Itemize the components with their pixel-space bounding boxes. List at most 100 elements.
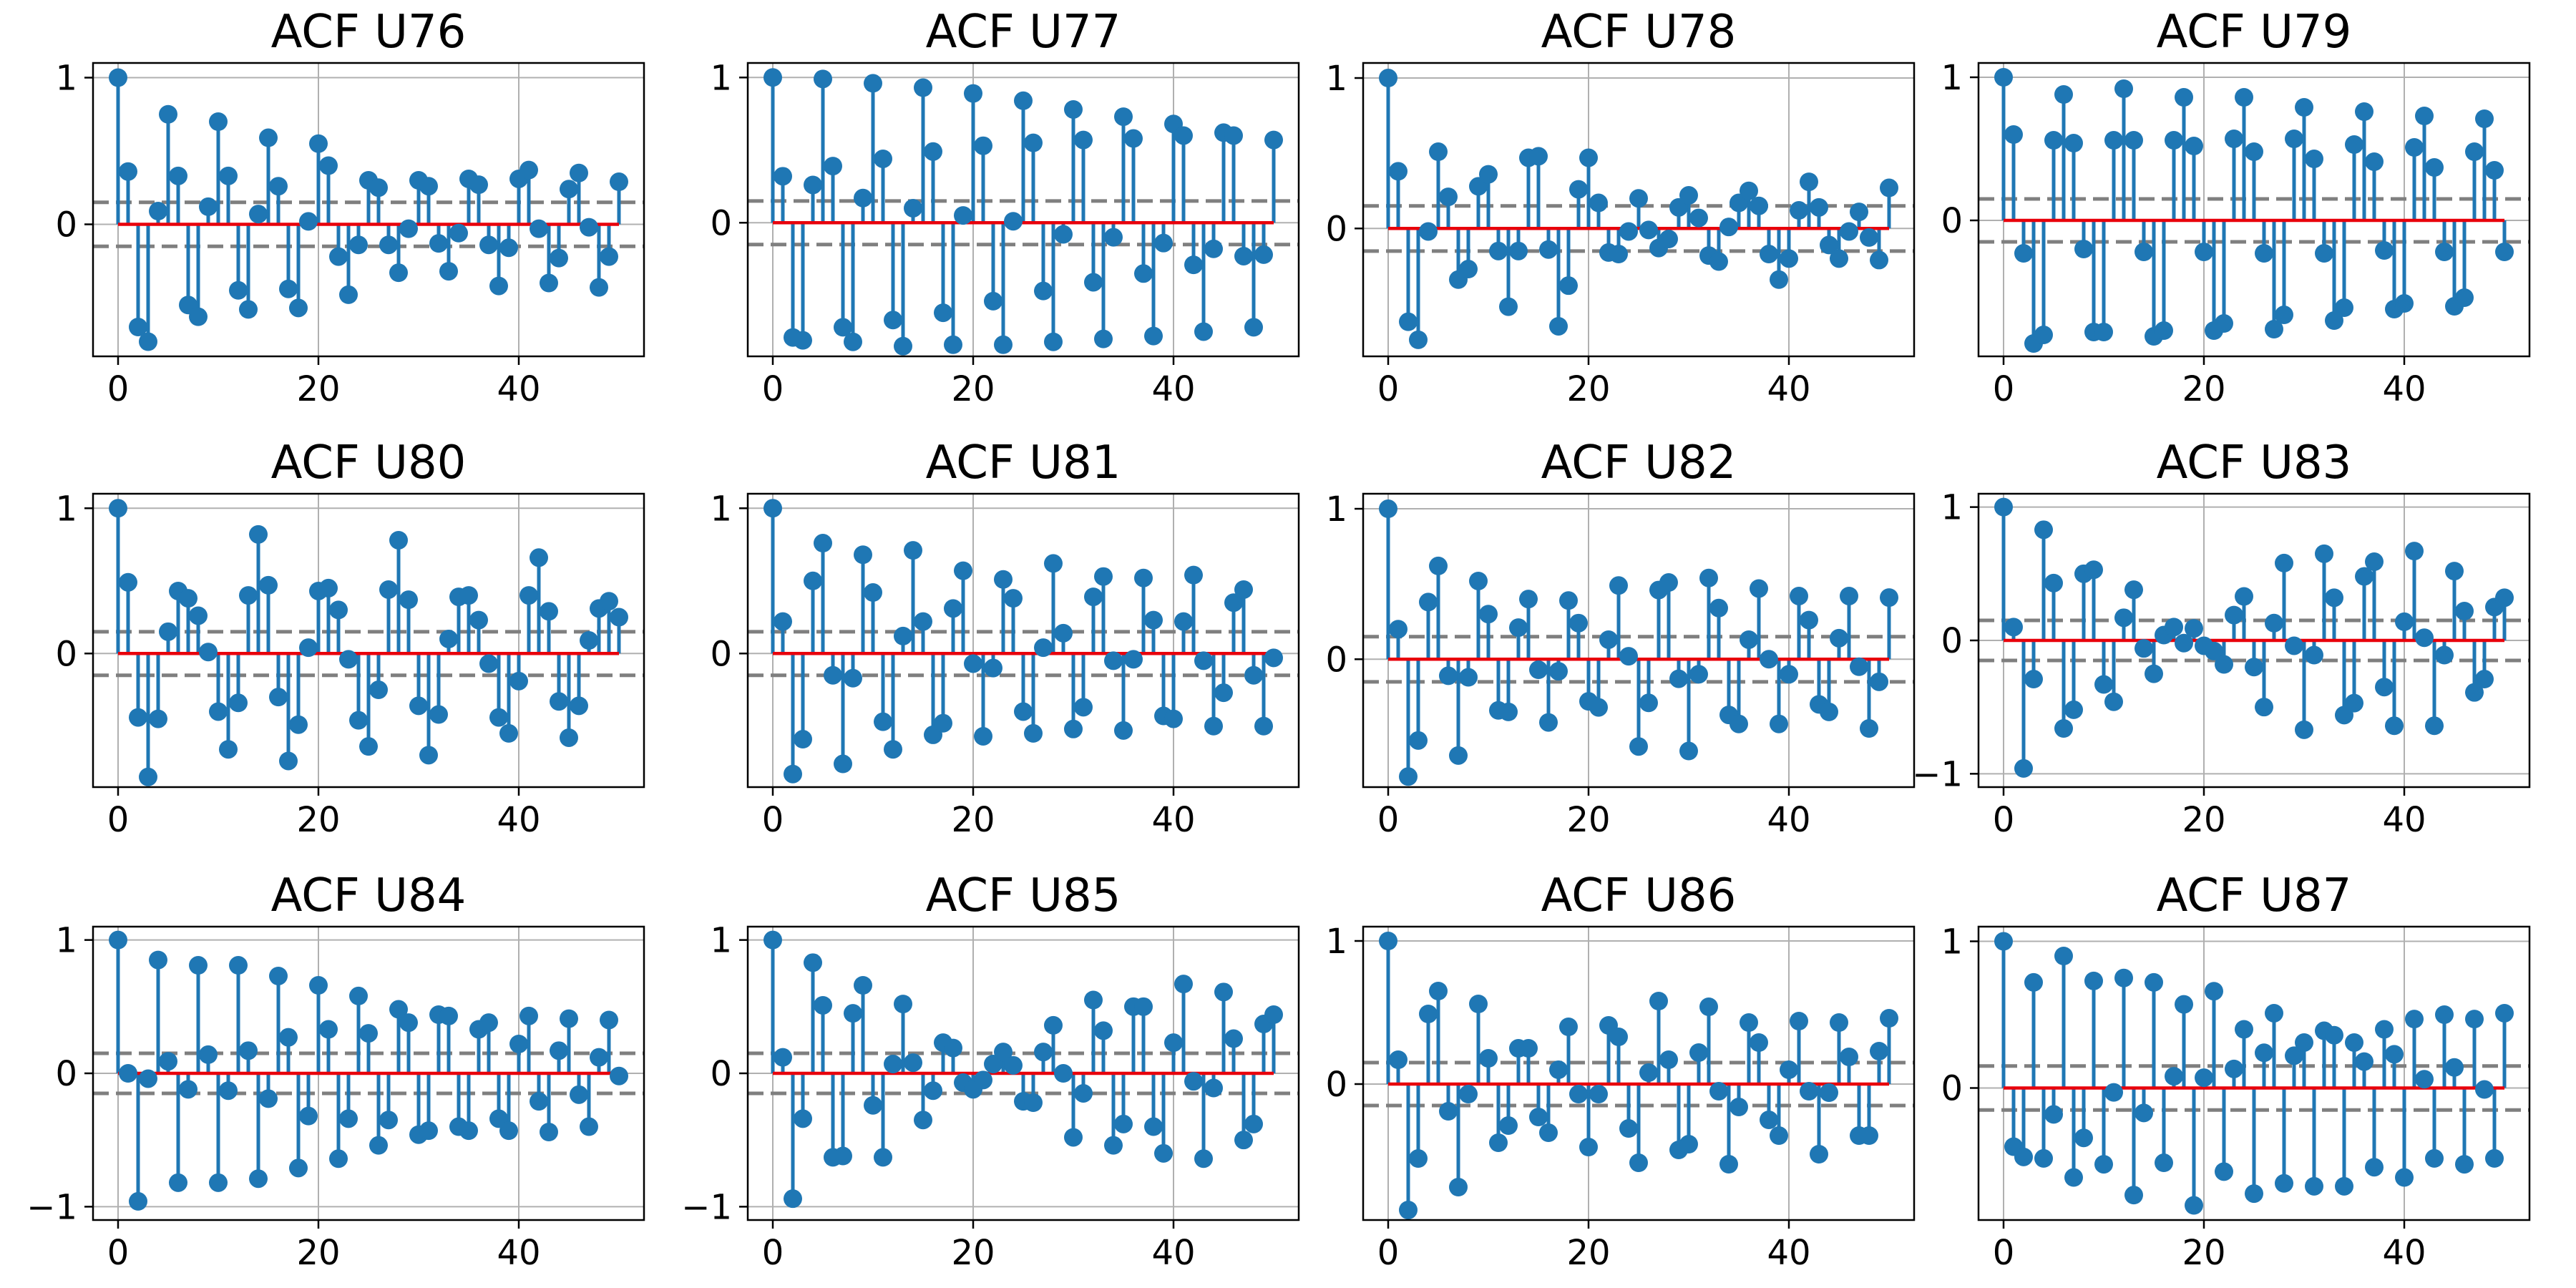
- stem-marker: [2034, 326, 2053, 344]
- y-tick-label: 1: [710, 489, 732, 529]
- x-tick-label: 40: [1151, 800, 1195, 840]
- x-tick-label: 20: [296, 369, 340, 409]
- stem-marker: [1649, 992, 1668, 1010]
- stem-marker: [479, 654, 498, 673]
- stem-marker: [1659, 1050, 1678, 1069]
- stem-marker: [610, 608, 628, 627]
- stem-marker: [1144, 326, 1163, 346]
- y-tick-label: 1: [1941, 922, 1963, 962]
- stem-marker: [1144, 1117, 1163, 1136]
- stem-marker: [1224, 1029, 1243, 1048]
- stem-marker: [199, 197, 218, 216]
- stem-marker: [279, 1028, 298, 1047]
- stem-marker: [2094, 323, 2113, 341]
- stem-marker: [269, 966, 288, 985]
- stem-marker: [834, 318, 852, 337]
- stem-marker: [1880, 1009, 1898, 1028]
- axes-frame: [92, 62, 645, 358]
- stem-marker: [600, 592, 618, 611]
- stem-marker: [219, 740, 238, 759]
- stem-marker: [1244, 1114, 1263, 1133]
- stem-marker: [914, 1111, 932, 1130]
- stem-marker: [2104, 692, 2123, 711]
- stem-marker: [2145, 664, 2163, 683]
- stem-marker: [2145, 972, 2163, 992]
- stem-marker: [834, 1146, 852, 1166]
- stem-marker: [2094, 1155, 2113, 1174]
- stem-marker: [1174, 126, 1193, 145]
- stem-marker: [550, 692, 568, 711]
- stem-marker: [2405, 138, 2424, 157]
- acf-panel: ACF U85 0 20 40 −1 0 1: [681, 869, 1300, 1273]
- stem-marker: [1134, 264, 1153, 283]
- stem-marker: [854, 976, 872, 995]
- stem-marker: [229, 693, 248, 713]
- stem-marker: [1629, 737, 1648, 756]
- acf-panel: ACF U80 0 20 40 0 1: [55, 436, 645, 840]
- stem-marker: [1549, 662, 1568, 681]
- stem-marker: [2465, 683, 2484, 702]
- x-tick-label: 40: [1767, 369, 1810, 409]
- stem-marker: [359, 1024, 378, 1043]
- stem-marker: [1034, 1043, 1053, 1062]
- stem-marker: [530, 548, 548, 567]
- x-tick-label: 0: [1993, 369, 2015, 409]
- stem-marker: [984, 658, 1002, 678]
- stem-marker: [994, 335, 1013, 354]
- stem-marker: [379, 1111, 398, 1130]
- stem-marker: [763, 930, 782, 950]
- stem-marker: [249, 205, 268, 224]
- stem-marker: [1439, 187, 1458, 207]
- panel-title: ACF U81: [926, 436, 1121, 489]
- stem-marker: [1579, 148, 1598, 167]
- stem-marker: [419, 1121, 438, 1141]
- stem-marker: [2475, 670, 2494, 689]
- stem-marker: [994, 1043, 1013, 1062]
- stem-marker: [1870, 250, 1888, 270]
- stem-marker: [519, 586, 538, 605]
- acf-panel: ACF U78 0 20 40 0 1: [1325, 6, 1916, 409]
- stem-marker: [129, 318, 147, 336]
- stem-marker: [884, 311, 902, 330]
- stem-marker: [914, 612, 932, 631]
- stem-marker: [1589, 193, 1608, 213]
- stem-marker: [814, 534, 832, 553]
- stem-marker: [1629, 1153, 1648, 1172]
- stem-marker: [1599, 630, 1618, 649]
- y-tick-label: 0: [1325, 640, 1347, 680]
- stem-marker: [530, 1092, 548, 1111]
- stem-marker: [109, 930, 127, 950]
- stem-marker: [2225, 130, 2243, 148]
- stem-marker: [2235, 587, 2253, 606]
- stem-marker: [1699, 568, 1718, 587]
- stem-marker: [1084, 990, 1103, 1010]
- stem-marker: [1124, 650, 1143, 669]
- x-tick-label: 20: [2182, 369, 2225, 409]
- stem-marker: [509, 1035, 528, 1053]
- stem-marker: [149, 709, 167, 728]
- stem-marker: [289, 298, 308, 318]
- stem-marker: [1459, 260, 1478, 279]
- stem-marker: [934, 303, 952, 323]
- stem-marker: [1419, 1005, 1438, 1023]
- stem-marker: [1569, 180, 1588, 199]
- stem-marker: [129, 708, 147, 727]
- stem-marker: [1084, 587, 1103, 607]
- stem-marker: [1264, 648, 1283, 668]
- stem-marker: [1114, 721, 1133, 740]
- stem-marker: [1174, 612, 1193, 631]
- y-tick-label: 0: [55, 205, 77, 245]
- stem-marker: [1184, 1072, 1203, 1091]
- stem-marker: [1264, 1005, 1283, 1024]
- stem-marker: [1194, 1149, 1213, 1169]
- stem-marker: [399, 590, 418, 610]
- stem-marker: [1094, 567, 1113, 586]
- stem-marker: [1004, 589, 1023, 608]
- stem-marker: [309, 976, 328, 995]
- stem-marker: [974, 136, 992, 155]
- stem-marker: [2305, 1176, 2323, 1196]
- stem-marker: [1820, 1083, 1838, 1102]
- x-tick-label: 0: [1993, 800, 2015, 840]
- stem-marker: [1214, 982, 1233, 1002]
- stem-marker: [884, 740, 902, 759]
